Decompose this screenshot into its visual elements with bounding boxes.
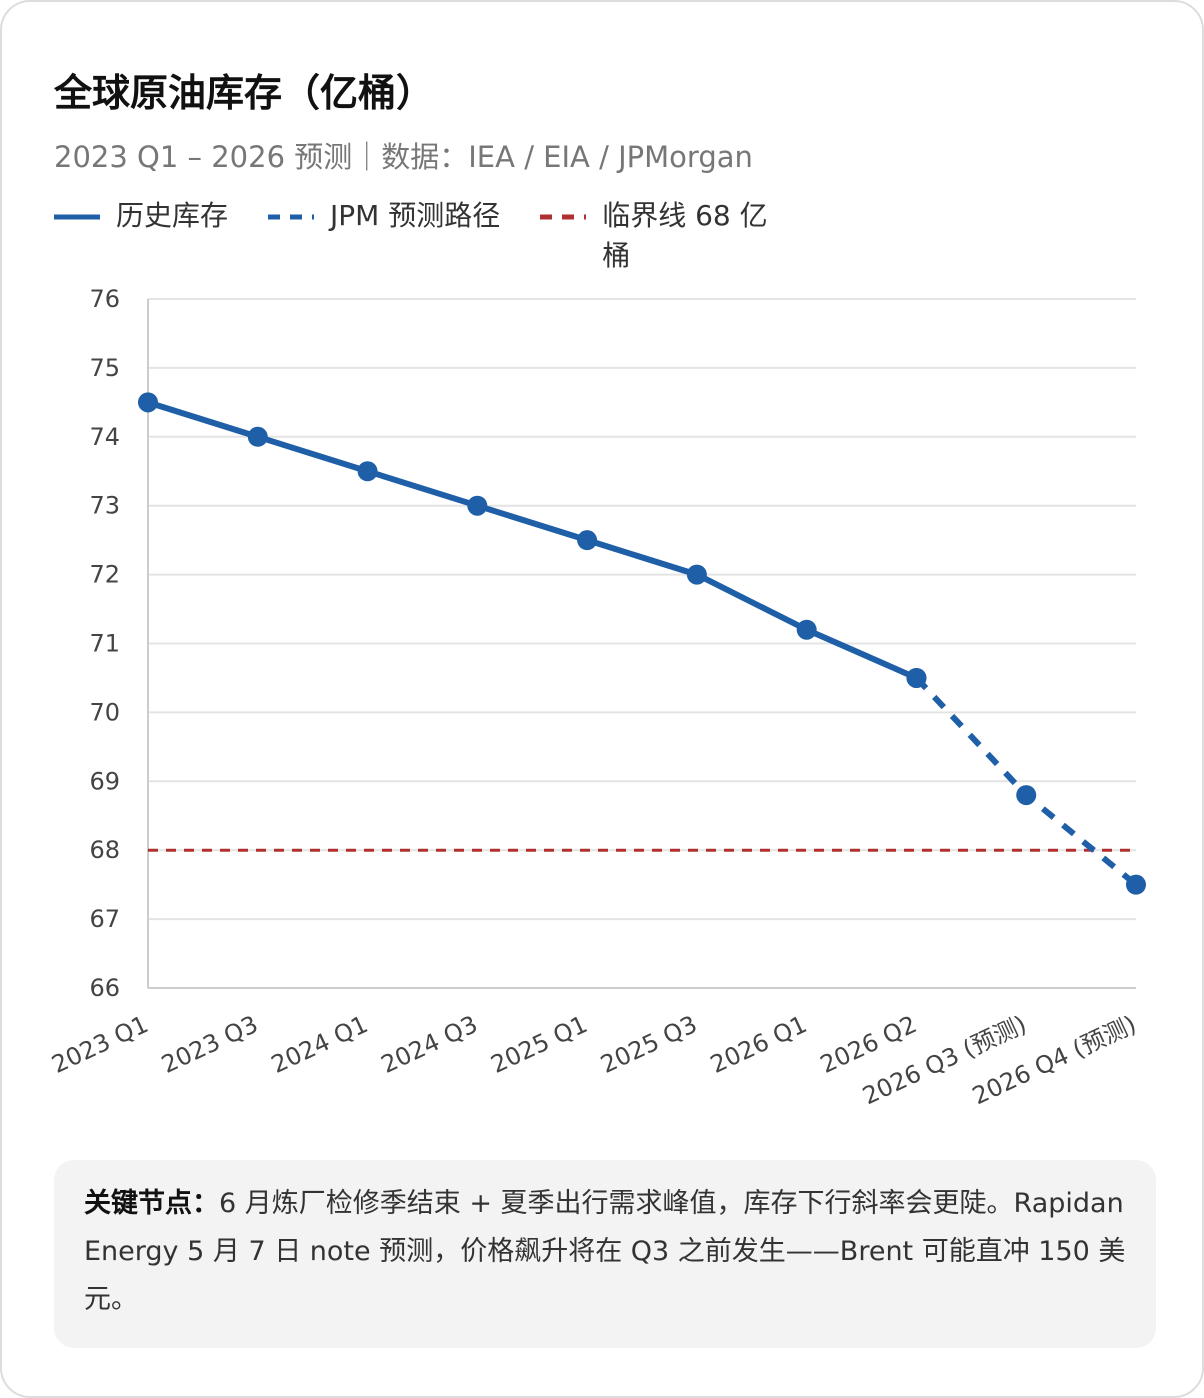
- y-tick-label: 72: [89, 561, 120, 589]
- note-text: 6 月炼厂检修季结束 + 夏季出行需求峰值，库存下行斜率会更陡。Rapidan …: [84, 1188, 1126, 1315]
- legend-item: 历史库存: [54, 194, 228, 274]
- series-line: [147, 399, 918, 681]
- legend-item: 临界线 68 亿桶: [540, 194, 772, 274]
- y-tick-label: 71: [89, 630, 120, 658]
- data-point: [686, 564, 707, 585]
- legend-swatch: [268, 214, 315, 220]
- data-point: [906, 667, 927, 688]
- y-tick-label: 66: [89, 974, 120, 1002]
- chart-title: 全球原油库存（亿桶）: [54, 71, 435, 115]
- data-point: [1016, 785, 1037, 806]
- x-tick-label: 2026 Q1: [706, 1010, 811, 1079]
- legend-label: 临界线 68 亿桶: [602, 199, 768, 272]
- note: 关键节点：6 月炼厂检修季结束 + 夏季出行需求峰值，库存下行斜率会更陡。Rap…: [54, 1160, 1156, 1348]
- x-tick-label: 2023 Q3: [157, 1010, 262, 1079]
- data-point: [577, 530, 598, 551]
- data-point: [1126, 874, 1146, 895]
- legend-swatch: [540, 214, 587, 220]
- y-tick-label: 69: [89, 767, 120, 795]
- data-point: [796, 619, 817, 640]
- legend-swatch: [54, 214, 100, 220]
- x-tick-label: 2024 Q3: [377, 1010, 482, 1079]
- y-tick-label: 73: [89, 492, 120, 520]
- y-tick-label: 67: [89, 905, 120, 933]
- x-tick-label: 2023 Q1: [47, 1010, 152, 1079]
- data-point: [467, 495, 488, 516]
- y-tick-label: 75: [89, 354, 120, 382]
- legend-label: 历史库存: [116, 199, 229, 232]
- note-label: 关键节点：: [84, 1188, 219, 1219]
- x-tick-label: 2024 Q1: [267, 1010, 372, 1079]
- y-tick-label: 76: [89, 285, 120, 313]
- legend: 历史库存 JPM 预测路径 临界线 68 亿桶: [54, 194, 772, 274]
- y-tick-label: 74: [89, 423, 120, 451]
- chart-subtitle: 2023 Q1 – 2026 预测｜数据：IEA / EIA / JPMorga…: [54, 140, 753, 174]
- x-tick-label: 2025 Q3: [596, 1010, 701, 1079]
- data-point: [247, 426, 268, 447]
- data-point: [357, 461, 378, 482]
- legend-label: JPM 预测路径: [330, 199, 501, 232]
- y-tick-label: 68: [89, 836, 120, 864]
- x-tick-label: 2025 Q1: [487, 1010, 592, 1079]
- y-tick-label: 70: [89, 698, 120, 726]
- legend-item: JPM 预测路径: [268, 194, 500, 274]
- data-point: [138, 392, 158, 413]
